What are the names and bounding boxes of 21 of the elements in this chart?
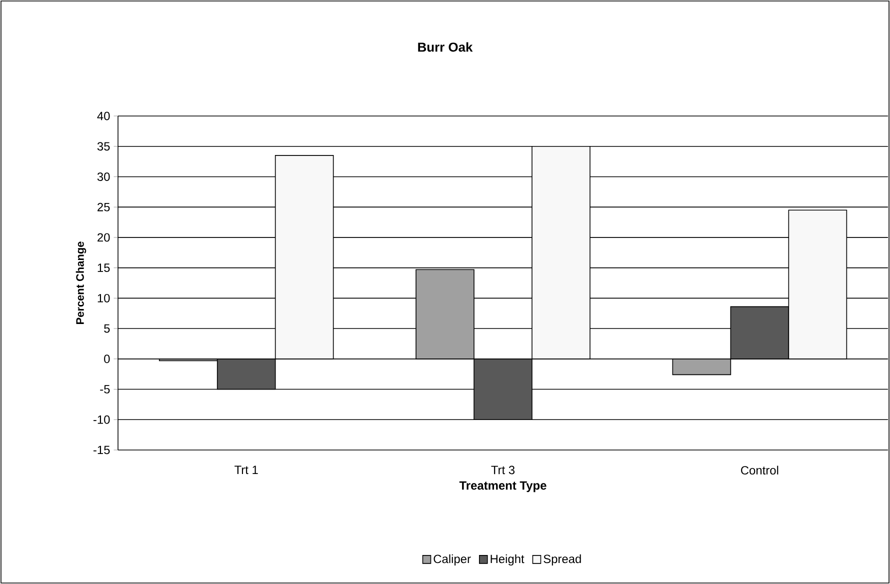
legend-label: Height (490, 554, 524, 566)
y-tick-label: 5 (104, 324, 110, 333)
y-tick-label: 20 (98, 233, 110, 242)
y-tick-label: 10 (98, 294, 110, 302)
y-axis-title: Percent Change (76, 242, 86, 324)
y-tick-label: 40 (97, 112, 110, 120)
y-tick-label: 25 (98, 202, 110, 212)
y-tick-label: 30 (97, 172, 110, 181)
y-tick-label: -15 (93, 446, 110, 454)
x-tick-label: Control (741, 466, 778, 475)
y-tick-label: -10 (93, 415, 110, 424)
y-tick-label: 15 (98, 264, 110, 272)
x-tick-label: Trt 1 (234, 466, 258, 474)
legend-label: Caliper (434, 554, 471, 566)
y-tick-label: 35 (97, 142, 110, 151)
y-tick-label: -5 (100, 385, 110, 394)
y-tick-label: 0 (104, 354, 110, 364)
x-tick-label: Trt 3 (491, 466, 515, 474)
x-axis-title: Treatment Type (459, 481, 546, 492)
chart-title: Burr Oak (418, 42, 473, 52)
legend-label: Spread (544, 554, 581, 566)
